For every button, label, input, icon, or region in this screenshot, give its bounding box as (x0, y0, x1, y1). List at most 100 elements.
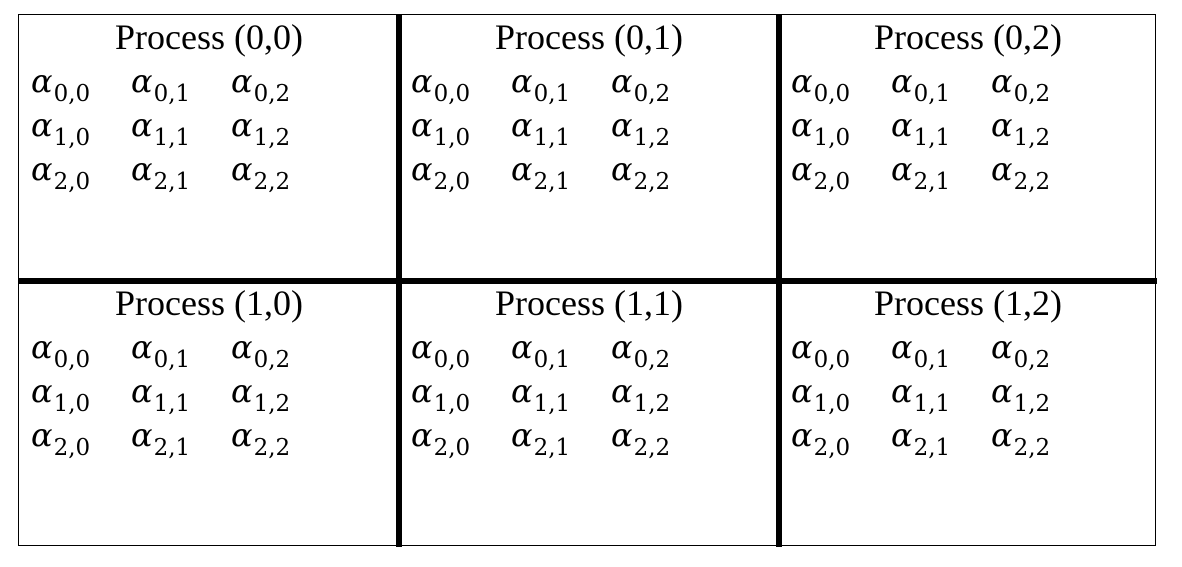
alpha-subscript: 1,2 (253, 391, 291, 417)
alpha-entry: α2,0 (31, 415, 131, 461)
alpha-symbol: α (31, 106, 53, 144)
alpha-subscript: 1,2 (1013, 125, 1051, 151)
alpha-entry: α0,0 (791, 61, 891, 107)
alpha-entry: α2,1 (511, 415, 611, 461)
alpha-symbol: α (611, 106, 633, 144)
alpha-symbol: α (991, 106, 1013, 144)
alpha-symbol: α (611, 416, 633, 454)
alpha-subscript: 1,0 (53, 125, 91, 151)
alpha-subscript: 2,1 (153, 435, 191, 461)
alpha-symbol: α (891, 62, 913, 100)
alpha-subscript: 0,2 (633, 347, 671, 373)
alpha-symbol: α (131, 62, 153, 100)
alpha-subscript: 0,2 (253, 347, 291, 373)
alpha-entry: α1,1 (131, 105, 231, 151)
alpha-symbol: α (511, 372, 533, 410)
alpha-subscript: 2,0 (813, 169, 851, 195)
alpha-entry: α0,2 (231, 61, 331, 107)
alpha-symbol: α (791, 106, 813, 144)
process-cell: Process (1,1) α0,0 α0,1 α0,2 α1,0 α1,1 α1,2 α2,… (399, 281, 779, 547)
alpha-entry: α2,1 (891, 415, 991, 461)
alpha-entry: α1,0 (31, 105, 131, 151)
alpha-entry: α0,2 (611, 61, 711, 107)
process-cell: Process (1,2) α0,0 α0,1 α0,2 α1,0 α1,1 α1,2 α2,… (779, 281, 1157, 547)
alpha-entry: α0,1 (511, 61, 611, 107)
alpha-symbol: α (511, 106, 533, 144)
alpha-subscript: 1,0 (433, 391, 471, 417)
alpha-subscript: 1,2 (1013, 391, 1051, 417)
alpha-entry: α2,1 (511, 149, 611, 195)
alpha-symbol: α (411, 416, 433, 454)
process-grid: Process (0,0) α0,0 α0,1 α0,2 α1,0 α1,1 α1,2 α2,… (18, 14, 1157, 547)
alpha-symbol: α (131, 372, 153, 410)
alpha-subscript: 2,2 (253, 169, 291, 195)
alpha-symbol: α (131, 328, 153, 366)
alpha-entry: α0,2 (991, 327, 1091, 373)
alpha-symbol: α (791, 372, 813, 410)
alpha-symbol: α (31, 62, 53, 100)
alpha-entry: α1,0 (411, 105, 511, 151)
alpha-symbol: α (131, 416, 153, 454)
alpha-entry: α2,1 (131, 149, 231, 195)
alpha-subscript: 1,1 (533, 125, 571, 151)
alpha-subscript: 2,1 (913, 169, 951, 195)
alpha-symbol: α (31, 416, 53, 454)
alpha-subscript: 1,0 (53, 391, 91, 417)
alpha-entry: α1,2 (611, 105, 711, 151)
alpha-subscript: 2,2 (633, 435, 671, 461)
alpha-symbol: α (131, 106, 153, 144)
alpha-entry: α0,0 (791, 327, 891, 373)
alpha-entry: α2,0 (411, 415, 511, 461)
process-title: Process (1,0) (115, 283, 303, 323)
alpha-subscript: 2,0 (433, 435, 471, 461)
process-cell: Process (0,0) α0,0 α0,1 α0,2 α1,0 α1,1 α1,2 α2,… (19, 15, 399, 281)
alpha-subscript: 2,1 (913, 435, 951, 461)
alpha-entry: α0,1 (131, 61, 231, 107)
alpha-entry: α0,0 (31, 327, 131, 373)
alpha-entry: α2,2 (231, 415, 331, 461)
alpha-subscript: 0,0 (433, 347, 471, 373)
alpha-symbol: α (611, 372, 633, 410)
alpha-entry: α0,2 (611, 327, 711, 373)
alpha-symbol: α (411, 106, 433, 144)
alpha-symbol: α (411, 328, 433, 366)
alpha-subscript: 2,0 (813, 435, 851, 461)
process-title: Process (0,2) (874, 17, 1062, 57)
alpha-subscript: 0,2 (253, 81, 291, 107)
alpha-symbol: α (791, 328, 813, 366)
alpha-symbol: α (891, 106, 913, 144)
alpha-symbol: α (791, 150, 813, 188)
alpha-subscript: 1,0 (813, 391, 851, 417)
alpha-subscript: 2,2 (1013, 169, 1051, 195)
alpha-entry: α1,2 (231, 105, 331, 151)
alpha-symbol: α (791, 416, 813, 454)
alpha-symbol: α (411, 372, 433, 410)
alpha-subscript: 0,0 (53, 81, 91, 107)
alpha-subscript: 0,1 (153, 81, 191, 107)
alpha-symbol: α (791, 62, 813, 100)
alpha-entry: α0,2 (991, 61, 1091, 107)
alpha-entry: α1,1 (131, 371, 231, 417)
alpha-subscript: 1,1 (153, 125, 191, 151)
alpha-subscript: 1,1 (913, 391, 951, 417)
process-title: Process (1,2) (874, 283, 1062, 323)
alpha-entry: α0,1 (511, 327, 611, 373)
alpha-symbol: α (991, 328, 1013, 366)
alpha-symbol: α (231, 150, 253, 188)
alpha-subscript: 0,0 (433, 81, 471, 107)
alpha-entry: α0,1 (131, 327, 231, 373)
alpha-subscript: 1,2 (633, 391, 671, 417)
alpha-entry: α2,2 (611, 415, 711, 461)
alpha-entry: α1,0 (791, 371, 891, 417)
alpha-subscript: 1,2 (633, 125, 671, 151)
alpha-entry: α2,0 (791, 415, 891, 461)
alpha-subscript: 0,2 (633, 81, 671, 107)
process-cell: Process (0,2) α0,0 α0,1 α0,2 α1,0 α1,1 α1,2 α2,… (779, 15, 1157, 281)
alpha-subscript: 0,0 (813, 347, 851, 373)
alpha-symbol: α (991, 62, 1013, 100)
alpha-symbol: α (231, 328, 253, 366)
alpha-subscript: 0,2 (1013, 81, 1051, 107)
process-title: Process (1,1) (495, 283, 683, 323)
alpha-subscript: 2,2 (1013, 435, 1051, 461)
alpha-entry: α1,1 (891, 105, 991, 151)
